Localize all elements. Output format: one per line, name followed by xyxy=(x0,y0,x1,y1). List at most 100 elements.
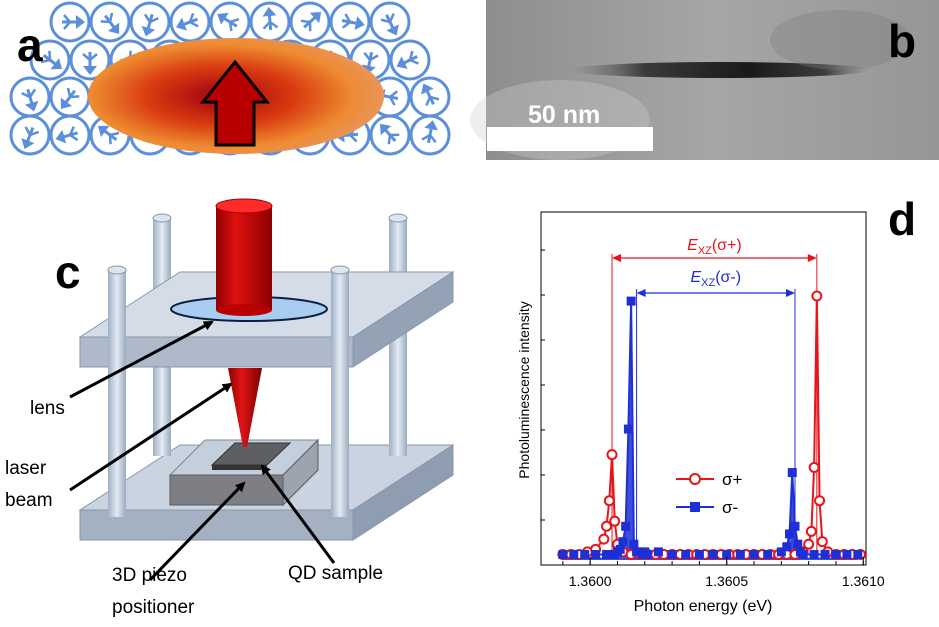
x-tick-label: 1.3600 xyxy=(569,573,612,589)
data-point-sigma-minus xyxy=(643,549,653,559)
qd-sample-edge xyxy=(212,465,267,470)
lattice-atom xyxy=(369,1,411,43)
data-point-sigma-minus xyxy=(785,529,795,539)
label-laser: laser xyxy=(5,458,47,479)
x-tick-label: 1.3605 xyxy=(705,573,748,589)
label-beam: beam xyxy=(5,490,53,511)
series-line-sigma-plus xyxy=(562,295,861,556)
qd-pointer-arrow xyxy=(260,464,336,564)
data-point-sigma-minus xyxy=(653,547,663,557)
lattice-atom xyxy=(29,39,71,81)
x-axis-label: Photon energy (eV) xyxy=(634,598,773,615)
data-point-sigma-plus xyxy=(814,495,826,507)
lens-pointer-arrow xyxy=(69,320,214,399)
post-front-right-cap xyxy=(330,265,350,275)
bottom-plate-side xyxy=(352,444,454,541)
data-point-sigma-plus xyxy=(805,525,817,537)
data-point-sigma-minus xyxy=(798,549,808,559)
data-point-sigma-minus xyxy=(782,542,792,552)
data-point-sigma-plus xyxy=(609,515,621,527)
post-front-right xyxy=(331,270,349,517)
annotation-label-exz_plus: EXZ(σ+) xyxy=(687,237,742,257)
data-point-sigma-minus xyxy=(831,549,841,559)
laser-cylinder-top xyxy=(215,198,273,214)
laser-cylinder-bottom xyxy=(216,304,272,316)
lattice-atom xyxy=(329,1,371,43)
data-point-sigma-minus xyxy=(626,296,636,306)
panel-a-spin-arrow-icon xyxy=(199,59,271,147)
data-point-sigma-minus xyxy=(749,549,759,559)
lattice-atom xyxy=(169,1,211,43)
data-point-sigma-minus xyxy=(621,521,631,531)
top-plate-side xyxy=(352,271,454,368)
lattice-atom xyxy=(49,114,91,156)
laser-cylinder xyxy=(216,206,272,310)
panel-c-setup xyxy=(69,198,455,582)
panel-letter-a: a xyxy=(17,19,43,71)
data-point-sigma-minus xyxy=(569,549,579,559)
legend-sigma-plus-marker xyxy=(689,473,701,485)
panel-b-scale-bar-label: 50 nm xyxy=(528,101,600,129)
data-point-sigma-minus xyxy=(776,547,786,557)
data-point-sigma-minus xyxy=(591,549,601,559)
lattice-atom xyxy=(69,39,111,81)
data-point-sigma-plus xyxy=(598,533,610,545)
panel-letter-b: b xyxy=(888,15,917,67)
post-back-left-cap xyxy=(152,213,172,223)
lattice-atom xyxy=(89,1,131,43)
lattice-atom xyxy=(209,1,251,43)
data-point-sigma-minus xyxy=(681,549,691,559)
legend-sigma-minus-marker xyxy=(690,502,700,512)
laser-beam-cone xyxy=(228,368,262,447)
data-point-sigma-minus xyxy=(809,549,819,559)
data-point-sigma-minus xyxy=(820,549,830,559)
data-point-sigma-minus xyxy=(790,521,800,531)
data-point-sigma-minus xyxy=(735,549,745,559)
data-point-sigma-minus xyxy=(667,549,677,559)
data-point-sigma-minus xyxy=(853,549,863,559)
data-point-sigma-minus xyxy=(722,549,732,559)
post-back-right-cap xyxy=(388,213,408,223)
data-point-sigma-minus xyxy=(558,549,568,559)
panel-b-tem-shade-2 xyxy=(770,10,910,70)
y-axis-label: Photoluminescence intensity xyxy=(516,301,532,478)
lattice-atom xyxy=(49,1,91,43)
data-point-sigma-minus xyxy=(580,549,590,559)
data-point-sigma-plus xyxy=(601,520,613,532)
lattice-atom xyxy=(289,1,331,43)
data-point-sigma-minus xyxy=(842,549,852,559)
lattice-atom xyxy=(249,1,291,43)
panel-letter-d: d xyxy=(888,193,917,245)
post-front-left xyxy=(108,270,126,517)
lattice-atom xyxy=(409,76,451,118)
data-point-sigma-minus xyxy=(708,549,718,559)
data-point-sigma-minus xyxy=(629,539,639,549)
piezo-pointer-arrow xyxy=(148,481,246,582)
annotation-label-exz_minus: EXZ(σ-) xyxy=(690,269,741,289)
label-qd-sample: QD sample xyxy=(288,563,384,584)
post-front-left-cap xyxy=(107,265,127,275)
data-point-sigma-minus xyxy=(763,549,773,559)
lattice-atom xyxy=(49,76,91,118)
data-point-sigma-plus xyxy=(811,290,823,302)
panel-b-qd-streak xyxy=(570,62,870,78)
data-point-sigma-minus xyxy=(618,537,628,547)
data-point-sigma-plus xyxy=(803,538,815,550)
data-point-sigma-minus xyxy=(793,539,803,549)
lattice-atom xyxy=(389,39,431,81)
data-point-sigma-plus xyxy=(603,495,615,507)
lattice-atom xyxy=(9,76,51,118)
data-point-sigma-plus xyxy=(808,461,820,473)
lattice-atom xyxy=(409,114,451,156)
label-piezo-2: positioner xyxy=(112,597,195,618)
lattice-atom xyxy=(9,114,51,156)
data-point-sigma-minus xyxy=(787,468,797,478)
legend-sigma-plus-label: σ+ xyxy=(722,470,742,489)
label-lens: lens xyxy=(30,398,65,419)
data-point-sigma-minus xyxy=(615,544,625,554)
data-point-sigma-plus xyxy=(606,449,618,461)
x-tick-label: 1.3610 xyxy=(842,573,885,589)
panel-b-scale-bar xyxy=(487,127,653,151)
data-point-sigma-minus xyxy=(694,549,704,559)
